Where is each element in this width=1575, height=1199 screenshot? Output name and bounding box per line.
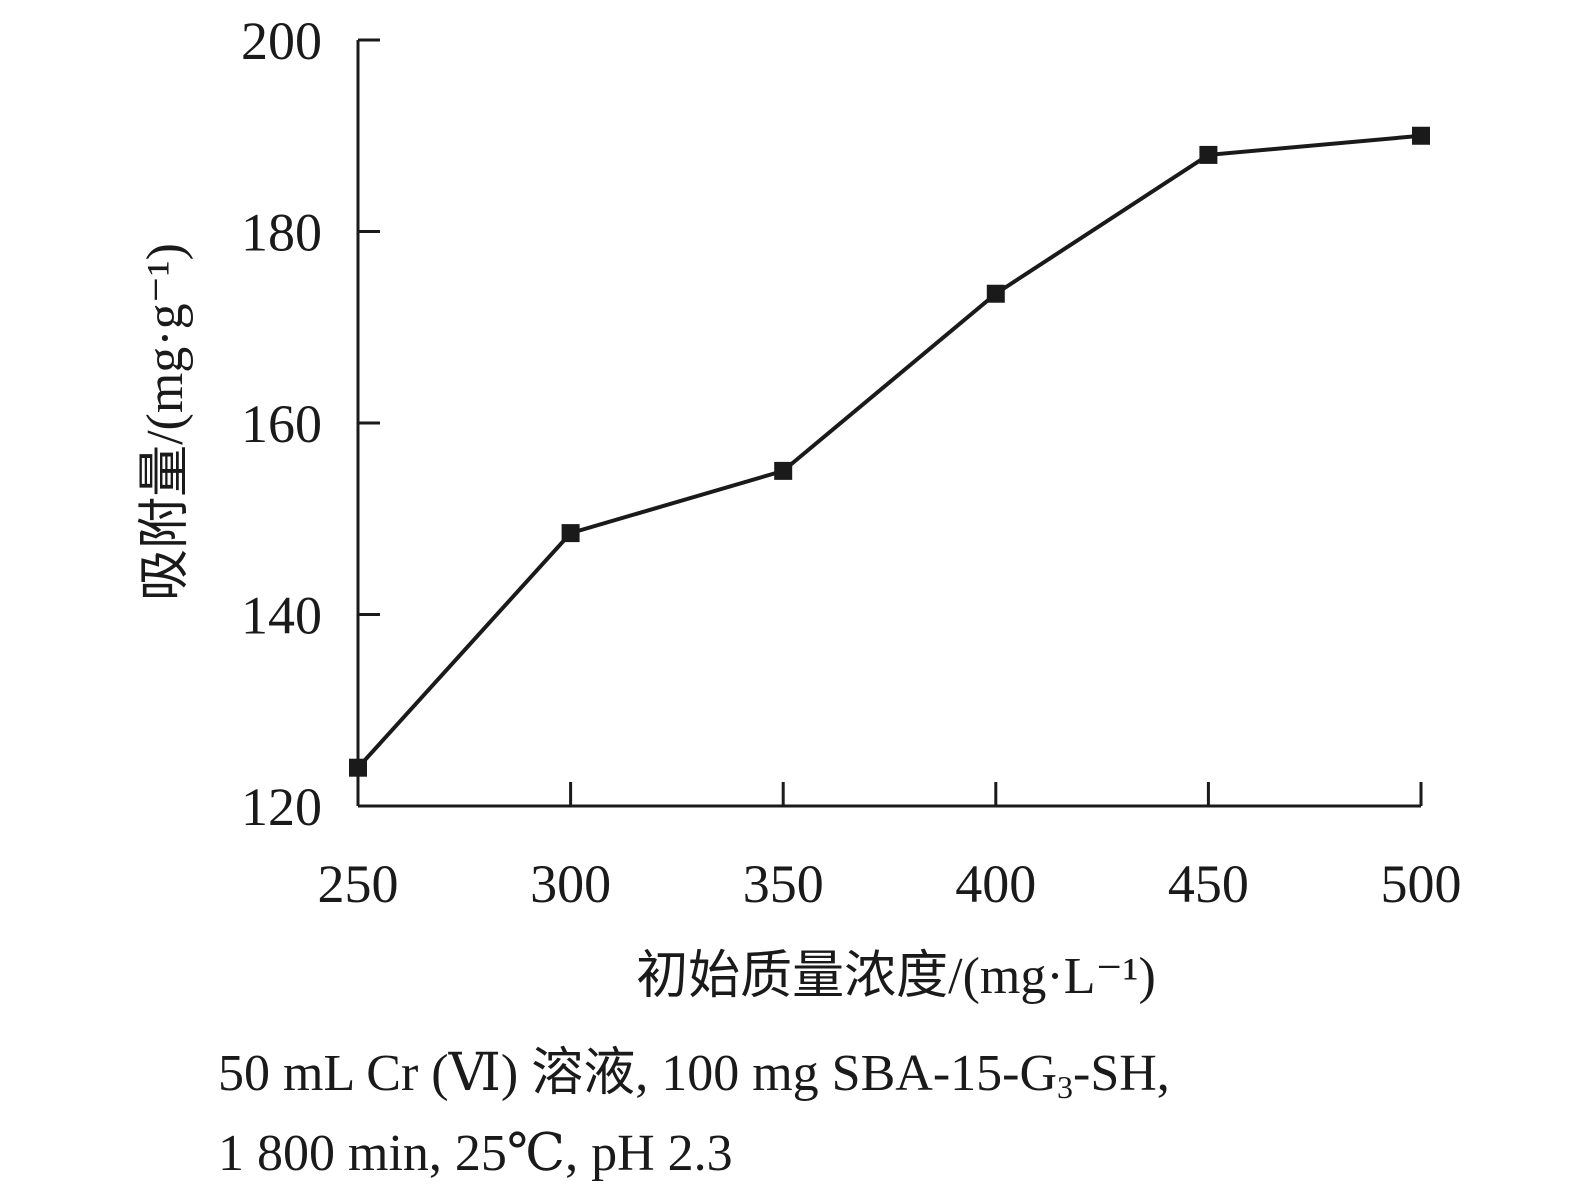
x-axis-title: 初始质量浓度/(mg·L⁻¹) bbox=[636, 948, 1156, 1005]
data-point-marker bbox=[1412, 126, 1430, 145]
x-tick-label: 400 bbox=[955, 854, 1036, 914]
caption-line-1-end: -SH, bbox=[1073, 1045, 1170, 1102]
y-tick-label: 120 bbox=[241, 777, 322, 837]
x-ticks: 250 300 350 400 450 500 bbox=[318, 782, 1462, 914]
series bbox=[349, 126, 1430, 777]
x-tick-label: 250 bbox=[318, 854, 399, 914]
data-point-marker bbox=[349, 758, 367, 777]
caption-line-1-text: 50 mL Cr (Ⅵ) 溶液, 100 mg SBA-15-G bbox=[218, 1045, 1058, 1102]
y-tick-label: 200 bbox=[241, 11, 322, 71]
x-tick-label: 450 bbox=[1168, 854, 1249, 914]
y-tick-label: 180 bbox=[241, 203, 322, 263]
y-ticks: 120 140 160 180 200 bbox=[241, 11, 380, 837]
caption-line-2: 1 800 min, 25℃, pH 2.3 bbox=[218, 1125, 733, 1182]
x-tick-label: 350 bbox=[743, 854, 824, 914]
y-tick-label: 140 bbox=[241, 586, 322, 646]
data-point-marker bbox=[774, 461, 793, 480]
data-point-marker bbox=[1199, 145, 1218, 164]
x-tick-label: 500 bbox=[1381, 854, 1462, 914]
axes bbox=[356, 40, 1421, 808]
series-line bbox=[356, 133, 1422, 770]
y-tick-label: 160 bbox=[241, 394, 322, 454]
x-tick-label: 300 bbox=[530, 854, 611, 914]
data-point-marker bbox=[561, 524, 580, 543]
caption-subscript: 3 bbox=[1057, 1069, 1074, 1105]
data-point-marker bbox=[986, 284, 1005, 303]
y-axis-title: 吸附量/(mg·g⁻¹) bbox=[137, 243, 194, 601]
caption-line-1: 50 mL Cr (Ⅵ) 溶液, 100 mg SBA-15-G3-SH, bbox=[218, 1038, 1170, 1123]
